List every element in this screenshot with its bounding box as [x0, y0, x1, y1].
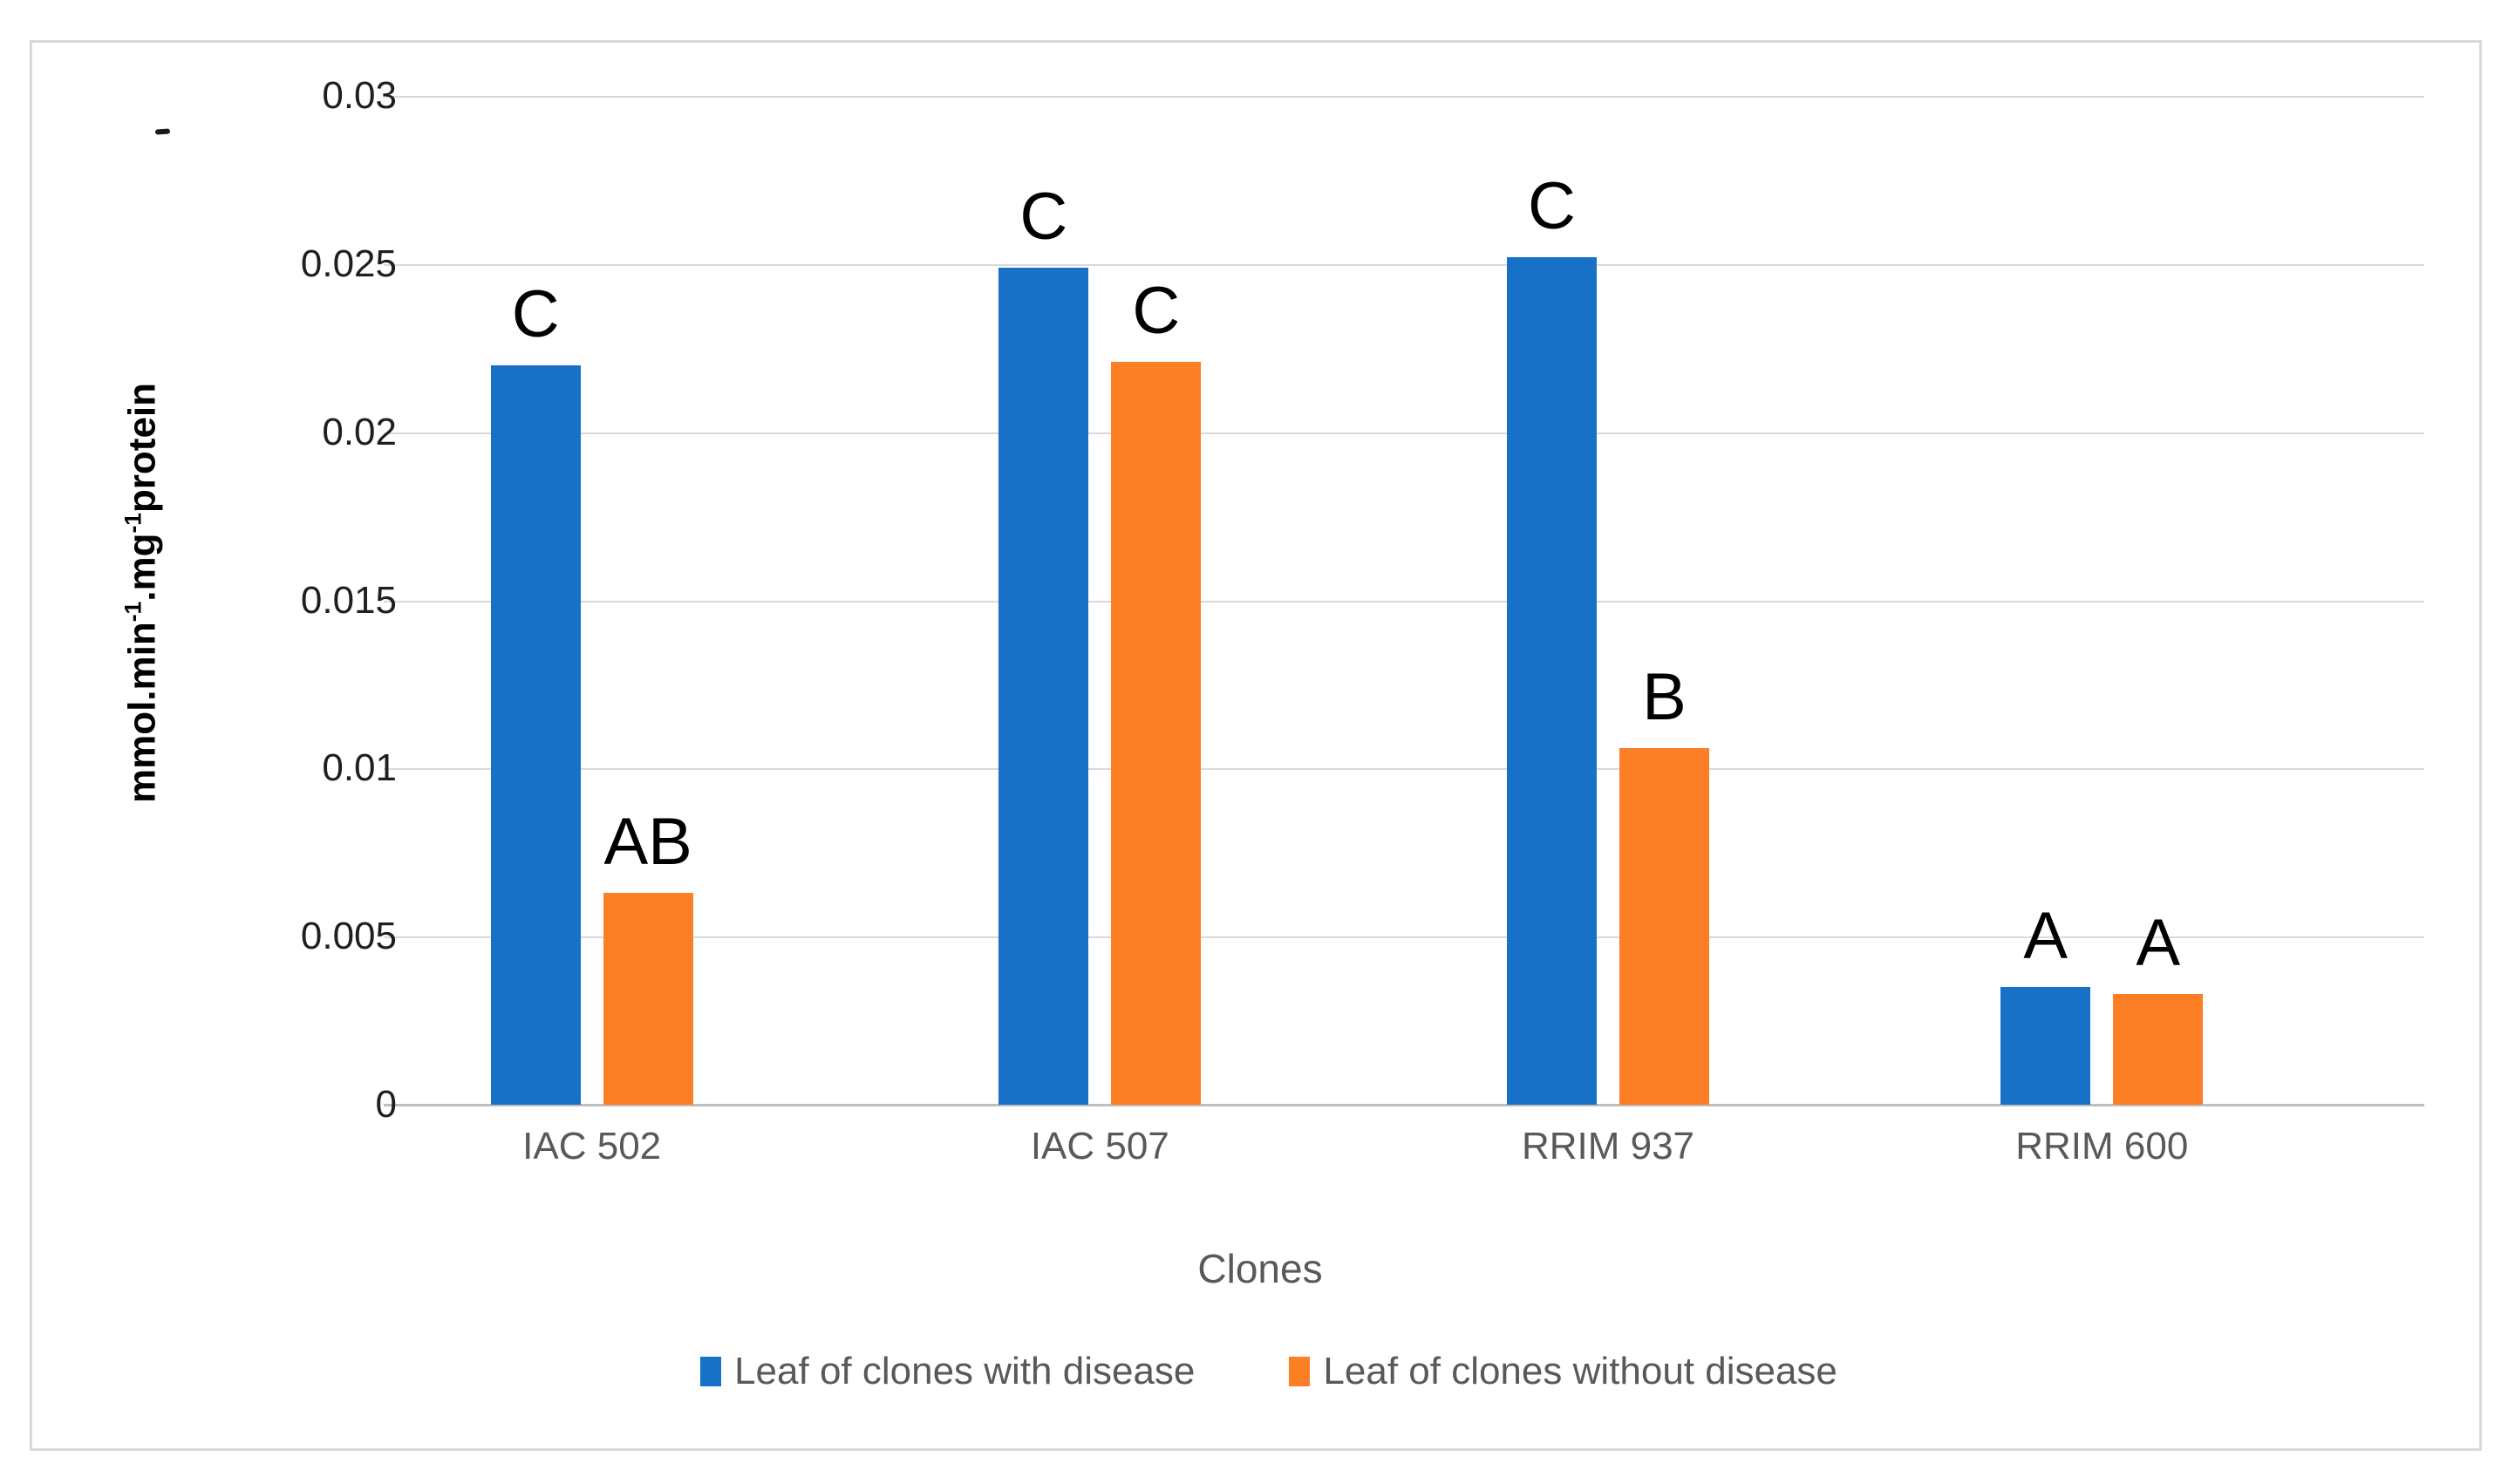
- bar-slot-iac-502-leaf-of-clones-with-disease: C: [490, 96, 581, 1105]
- legend-swatch-with-disease-icon: [700, 1357, 722, 1386]
- bar-rrim-937-series-2: [1619, 748, 1709, 1105]
- legend-item-with-disease: Leaf of clones with disease: [700, 1350, 1195, 1393]
- significance-letter-iac-507-series-2: C: [1132, 273, 1181, 348]
- bar-slot-rrim-937-leaf-of-clones-without-disease: B: [1619, 96, 1709, 1105]
- chart-outer-border: [30, 40, 2482, 1451]
- gridline-0.025: [384, 263, 2424, 266]
- bar-slot-iac-502-leaf-of-clones-without-disease: AB: [603, 96, 693, 1105]
- significance-letter-rrim-937-series-1: C: [1528, 169, 1576, 244]
- legend-swatch-without-disease-icon: [1289, 1357, 1311, 1386]
- significance-letter-rrim-600-series-1: A: [2023, 899, 2068, 974]
- bar-slot-rrim-600-leaf-of-clones-without-disease: A: [2113, 96, 2204, 1105]
- gridline-0.005: [384, 936, 2424, 939]
- x-category-label-iac-502: IAC 502: [522, 1125, 662, 1167]
- bar-iac-502-series-1: [490, 364, 581, 1105]
- bar-slot-iac-507-leaf-of-clones-without-disease: C: [1111, 96, 1202, 1105]
- bar-rrim-600-series-1: [2000, 987, 2091, 1105]
- significance-letter-iac-502-series-2: AB: [603, 805, 692, 880]
- y-tick-label-0.005: 0.005: [300, 915, 397, 958]
- y-tick-label-0.015: 0.015: [300, 578, 397, 622]
- x-category-label-rrim-937: RRIM 937: [1521, 1125, 1695, 1167]
- gridline-0.015: [384, 600, 2424, 602]
- x-category-label-iac-507: IAC 507: [1030, 1125, 1169, 1167]
- y-tick-label-0.02: 0.02: [322, 410, 397, 453]
- gridline-0.01: [384, 768, 2424, 771]
- significance-letter-rrim-600-series-2: A: [2136, 905, 2181, 980]
- significance-letter-iac-507-series-1: C: [1019, 179, 1068, 254]
- bar-rrim-600-series-2: [2113, 993, 2204, 1105]
- y-tick-label-0.025: 0.025: [300, 242, 397, 285]
- x-axis-line: [384, 1104, 2424, 1106]
- y-tick-label-0.03: 0.03: [322, 74, 397, 117]
- stray-dash-mark: [154, 128, 171, 135]
- plot-area: C AB C C C B A A: [384, 96, 2424, 1106]
- legend-label-with-disease: Leaf of clones with disease: [734, 1350, 1196, 1392]
- x-category-label-rrim-600: RRIM 600: [2015, 1125, 2189, 1167]
- bar-iac-507-series-1: [998, 267, 1089, 1105]
- gridline-0.03: [384, 96, 2424, 98]
- gridline-0.02: [384, 432, 2424, 434]
- y-axis-title: mmol.min-1.mg-1protein: [119, 382, 164, 804]
- legend: Leaf of clones with disease Leaf of clon…: [0, 1350, 2508, 1393]
- bar-slot-rrim-600-leaf-of-clones-with-disease: A: [2000, 96, 2091, 1105]
- bar-slot-iac-507-leaf-of-clones-with-disease: C: [998, 96, 1089, 1105]
- y-tick-label-0: 0: [375, 1083, 397, 1126]
- legend-label-without-disease: Leaf of clones without disease: [1323, 1350, 1837, 1392]
- legend-item-without-disease: Leaf of clones without disease: [1289, 1350, 1837, 1393]
- significance-letter-iac-502-series-1: C: [511, 276, 560, 351]
- y-tick-label-0.01: 0.01: [322, 746, 397, 790]
- bar-group-iac-502: C AB: [490, 96, 693, 1105]
- bar-slot-rrim-937-leaf-of-clones-with-disease: C: [1507, 96, 1597, 1105]
- bar-rrim-937-series-1: [1507, 257, 1597, 1105]
- bar-iac-507-series-2: [1111, 361, 1202, 1105]
- bar-iac-502-series-2: [603, 893, 693, 1105]
- x-axis-title: Clones: [1197, 1246, 1323, 1291]
- significance-letter-rrim-937-series-2: B: [1642, 660, 1687, 735]
